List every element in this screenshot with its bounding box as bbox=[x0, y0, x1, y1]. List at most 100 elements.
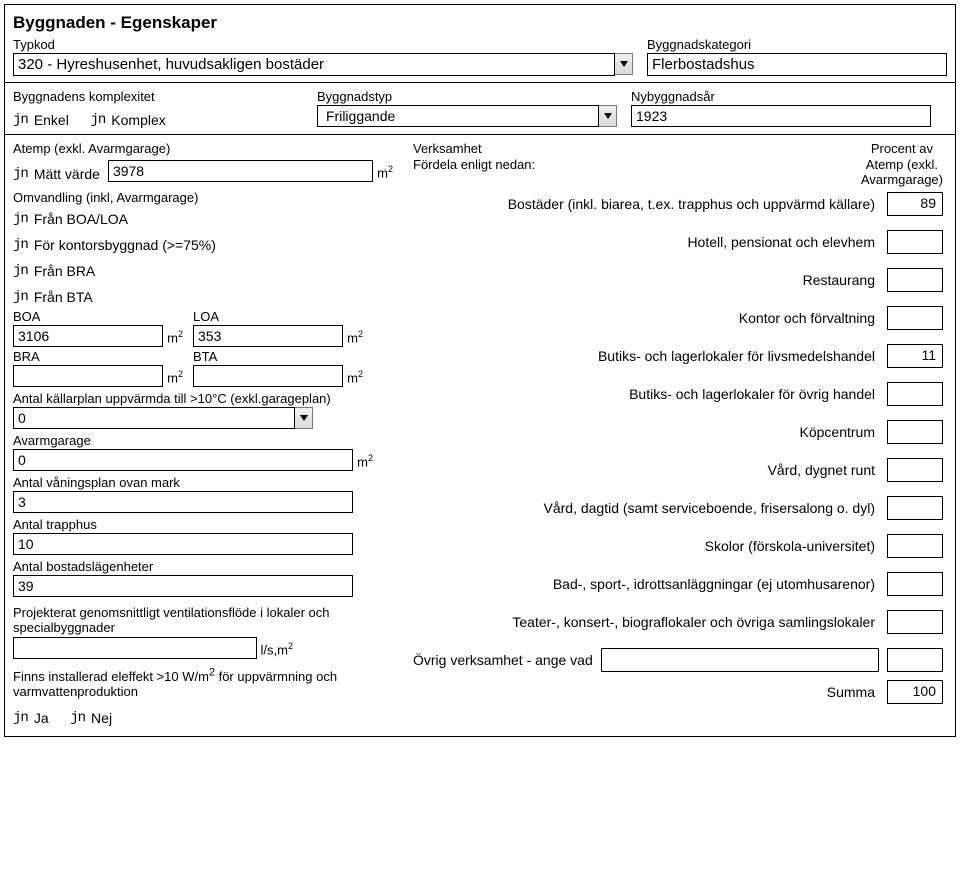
verksamhet-row-label: Vård, dygnet runt bbox=[413, 462, 879, 478]
boa-field[interactable]: 3106 bbox=[13, 325, 163, 347]
verksamhet-row-label: Bostäder (inkl. biarea, t.ex. trapphus o… bbox=[413, 196, 879, 212]
unit-m2: m2 bbox=[377, 164, 393, 182]
radio-ja[interactable]: jn Ja bbox=[13, 710, 49, 726]
verksamhet-value-field[interactable] bbox=[887, 572, 943, 596]
verksamhet-rows-container: Bostäder (inkl. biarea, t.ex. trapphus o… bbox=[413, 192, 943, 672]
trapphus-label: Antal trapphus bbox=[13, 517, 393, 532]
verksamhet-row-label: Bad-, sport-, idrottsanläggningar (ej ut… bbox=[413, 576, 879, 592]
ventilation-field[interactable] bbox=[13, 637, 257, 659]
row-typkod: Typkod 320 - Hyreshusenhet, huvudsaklige… bbox=[13, 37, 947, 76]
radio-icon: jn bbox=[13, 166, 28, 182]
unit-m2: m2 bbox=[167, 329, 183, 347]
radio-icon: jn bbox=[13, 112, 28, 128]
verksamhet-value-field[interactable] bbox=[887, 534, 943, 558]
byggnadskategori-field: Flerbostadshus bbox=[647, 53, 947, 76]
unit-m2: m2 bbox=[357, 453, 373, 471]
verksamhet-row-label: Butiks- och lagerlokaler för livsmedelsh… bbox=[413, 348, 879, 364]
verksamhet-row: Bostäder (inkl. biarea, t.ex. trapphus o… bbox=[413, 192, 943, 216]
verksamhet-value-field[interactable] bbox=[887, 230, 943, 254]
avarmgarage-field[interactable]: 0 bbox=[13, 449, 353, 471]
typkod-field[interactable]: 320 - Hyreshusenhet, huvudsakligen bostä… bbox=[13, 53, 615, 76]
byggnadskategori-label: Byggnadskategori bbox=[647, 37, 947, 52]
kallarplan-dropdown-btn[interactable] bbox=[295, 407, 313, 429]
unit-m2: m2 bbox=[347, 369, 363, 387]
verksamhet-row: Restaurang bbox=[413, 268, 943, 292]
kallarplan-label: Antal källarplan uppvärmda till >10°C (e… bbox=[13, 391, 393, 406]
bta-field[interactable] bbox=[193, 365, 343, 387]
verksamhet-value-field[interactable] bbox=[887, 648, 943, 672]
radio-icon: jn bbox=[13, 237, 28, 253]
procent-av-line2: Atemp (exkl. bbox=[861, 157, 943, 173]
loa-field[interactable]: 353 bbox=[193, 325, 343, 347]
radio-boa-loa-label: Från BOA/LOA bbox=[34, 211, 128, 227]
lagenheter-label: Antal bostadslägenheter bbox=[13, 559, 393, 574]
chevron-down-icon bbox=[620, 61, 628, 67]
verksamhet-value-field[interactable] bbox=[887, 306, 943, 330]
chevron-down-icon bbox=[604, 113, 612, 119]
lagenheter-field[interactable]: 39 bbox=[13, 575, 353, 597]
radio-bta[interactable]: jn Från BTA bbox=[13, 289, 375, 305]
radio-enkel-label: Enkel bbox=[34, 112, 69, 128]
bra-label: BRA bbox=[13, 349, 183, 364]
verksamhet-row-label: Teater-, konsert-, biograflokaler och öv… bbox=[413, 614, 879, 630]
boa-label: BOA bbox=[13, 309, 183, 324]
verksamhet-value-field[interactable] bbox=[887, 496, 943, 520]
verksamhet-value-field[interactable]: 89 bbox=[887, 192, 943, 216]
left-column: Atemp (exkl. Avarmgarage) jn Mätt värde … bbox=[13, 141, 393, 726]
ventilation-label: Projekterat genomsnittligt ventilationsf… bbox=[13, 605, 393, 635]
radio-bra[interactable]: jn Från BRA bbox=[13, 263, 375, 279]
kallarplan-field[interactable]: 0 bbox=[13, 407, 295, 429]
radio-komplex[interactable]: jn Komplex bbox=[90, 112, 165, 128]
unit-m2: m2 bbox=[347, 329, 363, 347]
verksamhet-row-label: Restaurang bbox=[413, 272, 879, 288]
radio-komplex-label: Komplex bbox=[111, 112, 165, 128]
trapphus-field[interactable]: 10 bbox=[13, 533, 353, 555]
vaningsplan-label: Antal våningsplan ovan mark bbox=[13, 475, 393, 490]
atemp-label: Atemp (exkl. Avarmgarage) bbox=[13, 141, 393, 156]
verksamhet-row-label: Hotell, pensionat och elevhem bbox=[413, 234, 879, 250]
verksamhet-header: Verksamhet bbox=[413, 141, 861, 156]
radio-bta-label: Från BTA bbox=[34, 289, 93, 305]
radio-kontor[interactable]: jn För kontorsbyggnad (>=75%) bbox=[13, 237, 375, 253]
bta-label: BTA bbox=[193, 349, 363, 364]
komplexitet-label: Byggnadens komplexitet bbox=[13, 89, 303, 104]
verksamhet-row: Kontor och förvaltning bbox=[413, 306, 943, 330]
radio-ja-label: Ja bbox=[34, 710, 49, 726]
verksamhet-value-field[interactable] bbox=[887, 458, 943, 482]
right-column: Verksamhet Fördela enligt nedan: Procent… bbox=[413, 141, 943, 704]
byggnadstyp-dropdown-btn[interactable] bbox=[599, 105, 617, 127]
radio-kontor-label: För kontorsbyggnad (>=75%) bbox=[34, 237, 216, 253]
verksamhet-row: Skolor (förskola-universitet) bbox=[413, 534, 943, 558]
verksamhet-value-field[interactable] bbox=[887, 382, 943, 406]
ovrig-verksamhet-input[interactable] bbox=[601, 648, 879, 672]
radio-enkel[interactable]: jn Enkel bbox=[13, 112, 69, 128]
chevron-down-icon bbox=[300, 415, 308, 421]
verksamhet-value-field[interactable]: 11 bbox=[887, 344, 943, 368]
verksamhet-value-field[interactable] bbox=[887, 268, 943, 292]
atemp-field[interactable]: 3978 bbox=[108, 160, 373, 182]
form-frame: Byggnaden - Egenskaper Typkod 320 - Hyre… bbox=[4, 4, 956, 737]
radio-icon: jn bbox=[13, 289, 28, 305]
radio-matt-label: Mätt värde bbox=[34, 166, 100, 182]
verksamhet-row: Vård, dygnet runt bbox=[413, 458, 943, 482]
verksamhet-row: Köpcentrum bbox=[413, 420, 943, 444]
verksamhet-value-field[interactable] bbox=[887, 610, 943, 634]
omvandling-label: Omvandling (inkl, Avarmgarage) bbox=[13, 190, 393, 205]
radio-matt-varde[interactable]: jn Mätt värde bbox=[13, 166, 100, 182]
vaningsplan-field[interactable]: 3 bbox=[13, 491, 353, 513]
radio-nej[interactable]: jn Nej bbox=[70, 710, 112, 726]
radio-boa-loa[interactable]: jn Från BOA/LOA bbox=[13, 211, 375, 227]
verksamhet-value-field[interactable] bbox=[887, 420, 943, 444]
typkod-dropdown-btn[interactable] bbox=[615, 53, 633, 75]
nybyggnadsar-field: 1923 bbox=[631, 105, 931, 127]
verksamhet-subheader: Fördela enligt nedan: bbox=[413, 157, 861, 172]
row-komplex: Byggnadens komplexitet jn Enkel jn Kompl… bbox=[13, 89, 947, 128]
unit-m2: m2 bbox=[167, 369, 183, 387]
summa-field: 100 bbox=[887, 680, 943, 704]
procent-av-header: Procent av Atemp (exkl. Avarmgarage) bbox=[861, 141, 943, 188]
procent-av-line1: Procent av bbox=[861, 141, 943, 157]
unit-lsm2: l/s,m2 bbox=[261, 641, 293, 659]
nybyggnadsar-label: Nybyggnadsår bbox=[631, 89, 931, 104]
bra-field[interactable] bbox=[13, 365, 163, 387]
byggnadstyp-field[interactable]: Friliggande bbox=[317, 105, 599, 127]
